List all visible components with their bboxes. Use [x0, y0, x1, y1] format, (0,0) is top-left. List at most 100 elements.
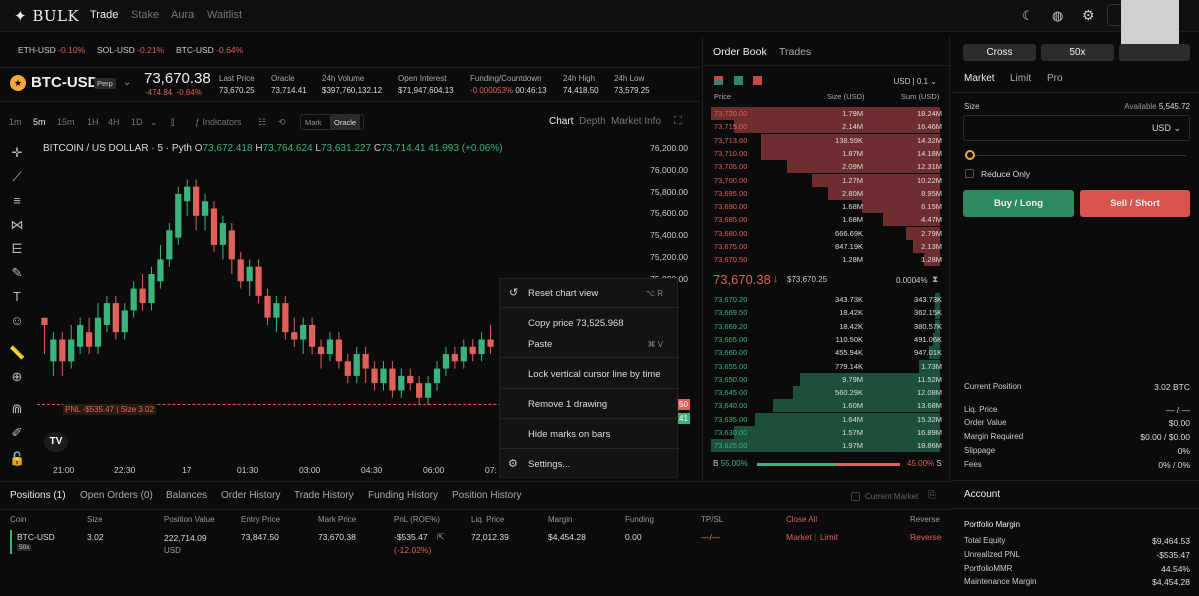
bid-row[interactable]: 73,635.00 1.64M 15.32M	[703, 412, 951, 426]
ask-row[interactable]: 73,715.00 2.14M 16.46M	[703, 120, 951, 134]
menu-paste[interactable]: Paste	[528, 339, 553, 350]
star-icon[interactable]: ★	[10, 75, 26, 91]
ticker-eth[interactable]: ETH-USD -0.10%	[18, 45, 86, 55]
current-market-checkbox[interactable]	[851, 492, 860, 501]
interval-15m[interactable]: 15m	[57, 117, 75, 127]
oracle-toggle[interactable]: Oracle	[330, 115, 361, 130]
chevron-down-icon[interactable]: ⌄	[150, 117, 158, 127]
fib-icon[interactable]: ⋿	[11, 241, 23, 256]
tradingview-logo[interactable]: TV	[44, 432, 68, 452]
group-select[interactable]: USD | 0.1 ⌄	[893, 77, 937, 86]
tab-open-orders[interactable]: Open Orders (0)	[80, 490, 153, 501]
interval-1h[interactable]: 1H	[87, 117, 99, 127]
mark-toggle[interactable]: Mark	[305, 118, 322, 127]
menu-hide-marks[interactable]: Hide marks on bars	[528, 429, 611, 440]
asks-only-icon[interactable]	[753, 76, 762, 85]
interval-1m[interactable]: 1m	[9, 117, 22, 127]
tab-positions[interactable]: Positions (1)	[10, 490, 66, 501]
bid-row[interactable]: 73,655.00 779.14K 1.73M	[703, 359, 951, 373]
ask-row[interactable]: 73,713.60 138.59K 14.32M	[703, 133, 951, 147]
both-sides-icon[interactable]	[714, 76, 723, 85]
tab-market-info[interactable]: Market Info	[611, 116, 662, 127]
bid-row[interactable]: 73,670.20 343.73K 343.73K	[703, 293, 951, 306]
tab-order-history[interactable]: Order History	[221, 490, 281, 501]
crosshair-icon[interactable]: ✛	[11, 145, 23, 160]
fullscreen-icon[interactable]: ⛶	[674, 115, 682, 127]
reverse-button[interactable]: Reverse	[910, 532, 942, 542]
bid-row[interactable]: 73,645.00 560.29K 12.08M	[703, 386, 951, 400]
ask-row[interactable]: 73,710.00 1.87M 14.18M	[703, 146, 951, 160]
tab-pro[interactable]: Pro	[1047, 73, 1063, 84]
position-coin[interactable]: BTC-USD	[17, 532, 55, 542]
interval-5m[interactable]: 5m	[33, 117, 46, 127]
ask-row[interactable]: 73,720.00 1.79M 18.24M	[703, 107, 951, 120]
ticker-sol[interactable]: SOL-USD -0.21%	[97, 45, 165, 55]
bid-row[interactable]: 73,640.00 1.60M 13.68M	[703, 399, 951, 413]
trendline-icon[interactable]: ⟋	[12, 169, 22, 184]
share-icon[interactable]: ⇱	[437, 532, 445, 542]
bid-row[interactable]: 73,625.00 1.97M 18.86M	[703, 439, 951, 453]
market-symbol[interactable]: BTC-USD	[31, 74, 99, 91]
ask-row[interactable]: 73,705.00 2.09M 12.31M	[703, 160, 951, 174]
ruler-icon[interactable]: 📏	[9, 345, 26, 360]
nav-trade[interactable]: Trade	[90, 9, 119, 21]
tab-chart[interactable]: Chart	[549, 116, 574, 127]
brush-icon[interactable]: ✎	[11, 265, 23, 280]
leverage-button[interactable]: 50x	[1041, 44, 1114, 61]
menu-lock-cursor[interactable]: Lock vertical cursor line by time	[528, 369, 661, 380]
pnl-label[interactable]: PNL -$535.47 | Size 3.02	[63, 404, 156, 415]
slider-handle[interactable]	[965, 150, 975, 160]
nav-stake[interactable]: Stake	[131, 9, 160, 21]
interval-4h[interactable]: 4H	[108, 117, 120, 127]
ask-row[interactable]: 73,675.00 847.19K 2.13M	[703, 240, 951, 253]
unit-select[interactable]: USD ⌄	[1151, 123, 1181, 133]
indicators-button[interactable]: ƒ Indicators	[195, 117, 242, 127]
mode-button[interactable]	[1119, 44, 1190, 61]
menu-reset-chart[interactable]: Reset chart view	[528, 288, 599, 299]
ask-row[interactable]: 73,670.50 1.28M 1.28M	[703, 253, 951, 267]
nav-waitlist[interactable]: Waitlist	[207, 9, 243, 21]
bulk-logo[interactable]: ✦ BULK	[14, 7, 80, 25]
bid-row[interactable]: 73,669.20 18.42K 380.57K	[703, 319, 951, 333]
ask-row[interactable]: 73,680.00 666.69K 2.79M	[703, 226, 951, 240]
ask-row[interactable]: 73,690.00 1.68M 6.15M	[703, 200, 951, 214]
bid-row[interactable]: 73,665.00 110.50K 491.06K	[703, 332, 951, 346]
moon-icon[interactable]: ☾	[1022, 8, 1034, 23]
menu-settings[interactable]: Settings...	[528, 459, 571, 470]
buy-long-button[interactable]: Buy / Long	[963, 190, 1074, 217]
close-limit-button[interactable]: Limit	[820, 532, 838, 542]
chevron-down-icon[interactable]: ⌄	[123, 77, 132, 88]
tab-depth[interactable]: Depth	[579, 116, 606, 127]
lock-icon[interactable]: 🔓	[9, 451, 26, 466]
text-icon[interactable]: T	[13, 289, 21, 304]
interval-1d[interactable]: 1D	[131, 117, 143, 127]
menu-copy-price[interactable]: Copy price 73,525.968	[528, 318, 624, 329]
menu-remove-drawing[interactable]: Remove 1 drawing	[528, 399, 608, 410]
ticker-btc[interactable]: BTC-USD -0.64%	[176, 45, 244, 55]
size-input[interactable]	[963, 115, 1190, 141]
bids-only-icon[interactable]	[734, 76, 743, 85]
pattern-icon[interactable]: ⋈	[10, 217, 24, 232]
tab-position-history[interactable]: Position History	[452, 490, 522, 501]
pencil-lock-icon[interactable]: ✐	[11, 425, 23, 440]
tab-market[interactable]: Market	[964, 73, 995, 84]
bid-row[interactable]: 73,650.00 9.79M 11.52M	[703, 372, 951, 386]
ask-row[interactable]: 73,700.00 1.27M 10.22M	[703, 173, 951, 187]
tab-funding-history[interactable]: Funding History	[368, 490, 439, 501]
zoom-icon[interactable]: ⊕	[11, 369, 23, 384]
tab-trades[interactable]: Trades	[779, 46, 812, 58]
export-icon[interactable]: ⎘	[928, 490, 936, 501]
bid-row[interactable]: 73,660.00 455.94K 947.01K	[703, 346, 951, 360]
ask-row[interactable]: 73,695.00 2.80M 8.95M	[703, 186, 951, 200]
ask-row[interactable]: 73,685.00 1.68M 4.47M	[703, 213, 951, 227]
size-slider[interactable]	[969, 155, 1186, 156]
reduce-only-checkbox[interactable]	[965, 169, 974, 178]
bid-row[interactable]: 73,669.50 18.42K 362.15K	[703, 306, 951, 320]
magnet-icon[interactable]: ⋒	[11, 401, 23, 416]
hlines-icon[interactable]: ≡	[13, 193, 21, 208]
candles-icon[interactable]: ⫾	[171, 117, 175, 128]
sell-short-button[interactable]: Sell / Short	[1080, 190, 1190, 217]
smiley-icon[interactable]: ☺	[10, 313, 24, 328]
close-market-button[interactable]: Market	[786, 532, 812, 542]
margin-mode-button[interactable]: Cross	[963, 44, 1036, 61]
